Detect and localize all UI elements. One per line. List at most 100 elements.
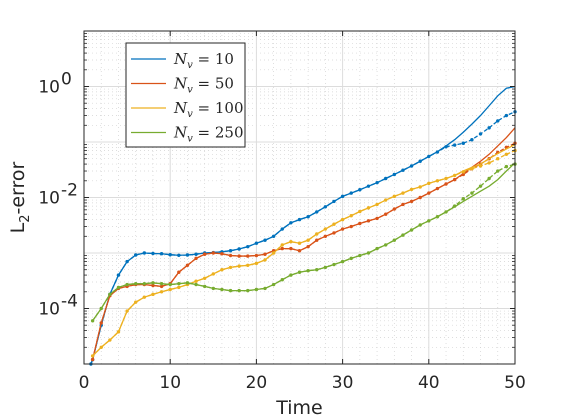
series-3-point: [470, 167, 474, 171]
series-4-point: [487, 176, 491, 181]
series-4-point: [315, 268, 319, 272]
series-2-point: [246, 254, 250, 258]
series-4-point: [409, 228, 414, 232]
series-4-point: [401, 233, 405, 237]
series-2-point: [375, 216, 379, 221]
series-1-point: [375, 180, 379, 185]
series-4-point: [297, 270, 302, 274]
series-1-point: [418, 159, 422, 163]
series-1-point: [271, 234, 276, 238]
series-1-point: [401, 168, 405, 172]
series-1-point: [427, 154, 431, 159]
series-3-point: [409, 187, 414, 192]
series-2-point: [185, 263, 190, 268]
series-1-point: [452, 143, 457, 147]
series-3-point: [306, 238, 310, 242]
series-4-point: [220, 287, 224, 292]
series-1-point: [142, 251, 147, 255]
legend-label: Nv = 50: [173, 75, 234, 96]
series-4-point: [452, 204, 457, 208]
series-4-point: [280, 278, 284, 282]
x-tick-label: 0: [79, 373, 90, 393]
series-3-point: [125, 309, 129, 313]
series-1-point: [246, 244, 250, 249]
series-1-point: [435, 150, 440, 154]
x-tick-label: 10: [159, 373, 181, 393]
series-3-point: [271, 251, 276, 255]
series-4-point: [384, 243, 388, 247]
series-3-point: [194, 279, 198, 283]
series-1-point: [289, 221, 293, 225]
series-3-point: [323, 227, 328, 231]
series-2-point: [427, 191, 431, 195]
series-4-point: [177, 281, 181, 286]
series-1-point: [177, 253, 181, 257]
series-1-point: [306, 215, 310, 219]
series-4-point: [461, 197, 465, 201]
series-2-point: [358, 221, 362, 226]
series-3-point: [254, 261, 259, 266]
series-3-point: [220, 268, 224, 272]
series-1-point: [194, 252, 198, 256]
series-1-point: [151, 251, 155, 256]
legend-item-3: Nv = 100: [131, 99, 244, 120]
series-1-point: [478, 132, 483, 136]
series-3-point: [142, 295, 147, 299]
series-2-point: [194, 256, 198, 261]
series-1-point: [340, 194, 345, 199]
series-2-point: [159, 284, 164, 289]
series-4-point: [237, 288, 241, 293]
series-3-point: [401, 191, 405, 195]
series-3-point: [211, 272, 215, 276]
series-1-point: [134, 253, 138, 257]
legend-label: Nv = 100: [173, 99, 244, 120]
series-2-point: [452, 177, 457, 182]
series-4-point: [306, 268, 310, 273]
series-3-point: [461, 170, 465, 174]
series-3-point: [228, 265, 233, 270]
series-2-point: [237, 254, 241, 258]
series-1-dashed-line: [90, 111, 516, 365]
legend-item-2: Nv = 50: [131, 75, 234, 96]
series-4-point: [418, 223, 422, 227]
series-3-point: [392, 194, 397, 199]
series-3-point: [134, 300, 138, 304]
series-2-point: [323, 234, 328, 238]
series-2-point: [177, 270, 181, 274]
series-3-point: [444, 176, 448, 181]
series-1-point: [392, 172, 397, 177]
series-2-point: [289, 246, 293, 251]
series-2-point: [315, 238, 319, 242]
series-1-point: [470, 138, 474, 142]
legend-item-1: Nv = 10: [131, 50, 234, 71]
series-1: [89, 85, 517, 366]
series-3-point: [384, 198, 388, 202]
series-3-point: [280, 243, 284, 247]
series-4-point: [289, 273, 293, 277]
legend-label: Nv = 10: [173, 50, 234, 71]
series-2-point: [392, 207, 397, 211]
y-tick-label-exponent: -4: [61, 292, 78, 312]
series-3-point: [177, 285, 181, 290]
series-4-point: [427, 219, 431, 223]
series-4-point: [392, 238, 397, 242]
series-1-point: [168, 253, 172, 257]
series-4-point: [496, 169, 500, 173]
series-3-point: [452, 173, 457, 178]
series-3-point: [487, 161, 491, 165]
y-axis-label-main: L: [7, 222, 29, 233]
series-3-point: [99, 345, 103, 349]
series-1-point: [116, 273, 121, 277]
series-4-point: [332, 262, 336, 267]
y-axis-label-suffix: -error: [7, 161, 29, 214]
series-3-point: [435, 179, 440, 183]
series-3-point: [237, 264, 241, 268]
series-4-point: [444, 210, 448, 214]
series-1-point: [323, 205, 328, 209]
series-4-point: [349, 256, 353, 261]
series-3-point: [108, 338, 112, 342]
series-3-point: [297, 241, 302, 245]
y-axis-label-subscript: 2: [18, 214, 33, 222]
series-2-point: [280, 246, 284, 251]
series-4-point: [194, 282, 198, 287]
